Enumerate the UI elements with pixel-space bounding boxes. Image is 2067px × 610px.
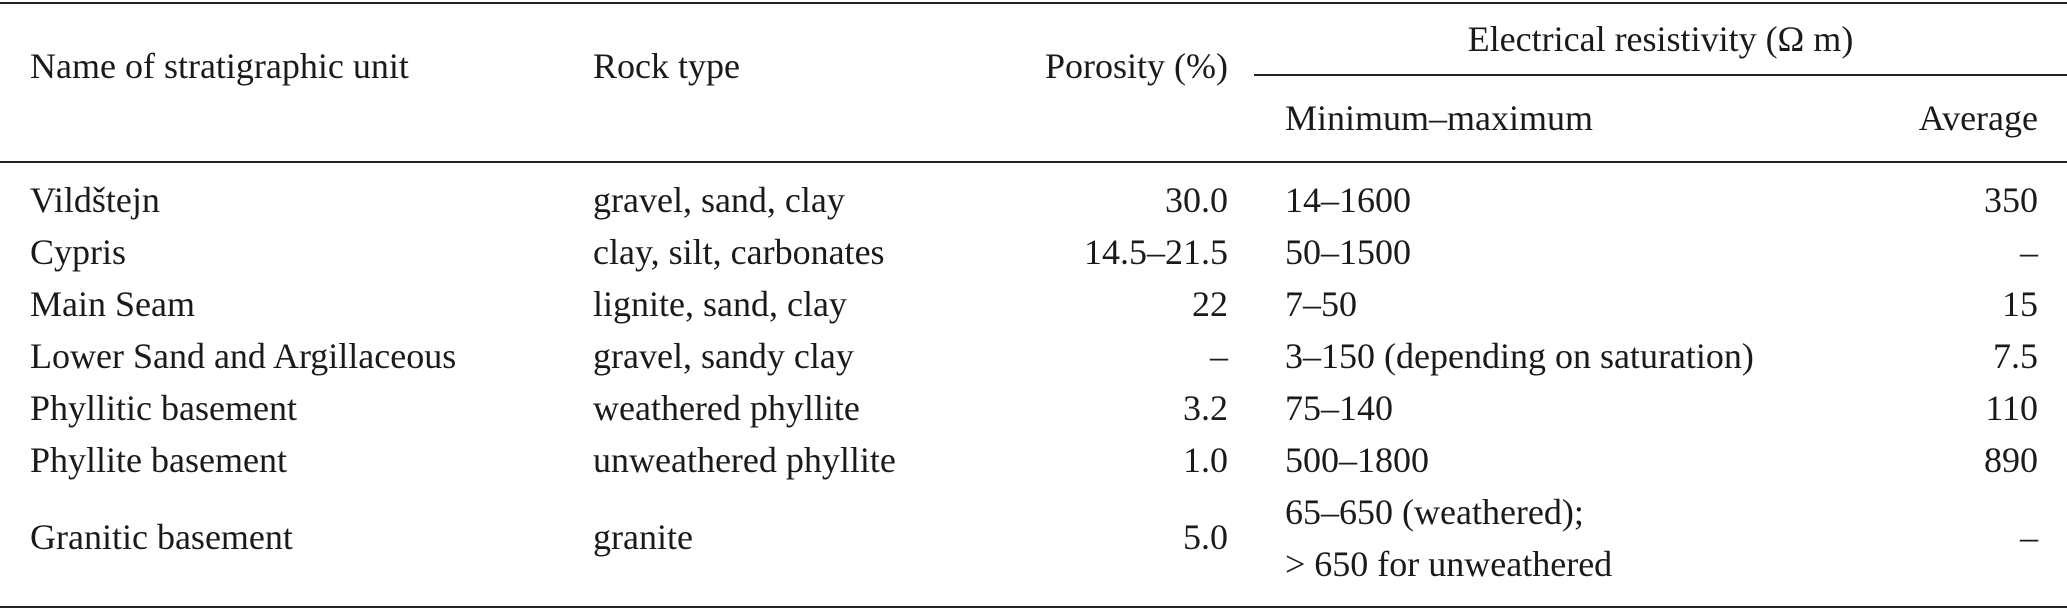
cell-rock-type: gravel, sand, clay [593,180,845,220]
cell-min-max-line1: 65–650 (weathered); [1285,492,1584,532]
cell-rock-type: clay, silt, carbonates [593,232,885,272]
cell-rock-type: granite [593,517,693,557]
header-name: Name of stratigraphic unit [30,46,409,86]
cell-porosity: 30.0 [1165,180,1228,220]
cell-porosity: – [1210,336,1228,376]
cell-min-max: 500–1800 [1285,440,1429,480]
cell-name: Phyllite basement [30,440,287,480]
header-rock-type: Rock type [593,46,740,86]
cell-min-max: 50–1500 [1285,232,1411,272]
cell-name: Phyllitic basement [30,388,297,428]
table-top-rule [0,2,2067,4]
cell-porosity: 1.0 [1183,440,1228,480]
cell-name: Cypris [30,232,127,272]
cell-average: 110 [1985,388,2038,428]
cell-rock-type: lignite, sand, clay [593,284,847,324]
cell-name: Vildštejn [30,180,160,220]
cell-porosity: 3.2 [1183,388,1228,428]
table-bottom-rule [0,606,2067,608]
cell-name: Main Seam [30,284,195,324]
cell-average: 15 [2002,284,2038,324]
header-min-max: Minimum–maximum [1285,98,1594,138]
cell-min-max-line2: > 650 for unweathered [1285,544,1613,584]
table-header-rule [0,161,2067,163]
cell-rock-type: gravel, sandy clay [593,336,854,376]
cell-min-max: 7–50 [1285,284,1357,324]
header-porosity: Porosity (%) [1045,46,1228,86]
cell-porosity: 5.0 [1183,517,1228,557]
cell-name: Granitic basement [30,517,293,557]
header-resistivity-group: Electrical resistivity (Ω m) [1467,19,1854,59]
cell-porosity: 22 [1192,284,1228,324]
cell-min-max: 14–1600 [1285,180,1411,220]
cell-rock-type: weathered phyllite [593,388,860,428]
cell-average: 7.5 [1993,336,2038,376]
resistivity-header-rule [1254,74,2067,76]
cell-name: Lower Sand and Argillaceous [30,336,457,376]
cell-average: 890 [1984,440,2038,480]
header-average: Average [1918,98,2038,138]
cell-rock-type: unweathered phyllite [593,440,896,480]
cell-min-max: 3–150 (depending on saturation) [1285,336,1754,376]
cell-average: 350 [1984,180,2038,220]
cell-porosity: 14.5–21.5 [1084,232,1228,272]
cell-min-max: 75–140 [1285,388,1393,428]
cell-average: – [2020,517,2038,557]
cell-average: – [2020,232,2038,272]
